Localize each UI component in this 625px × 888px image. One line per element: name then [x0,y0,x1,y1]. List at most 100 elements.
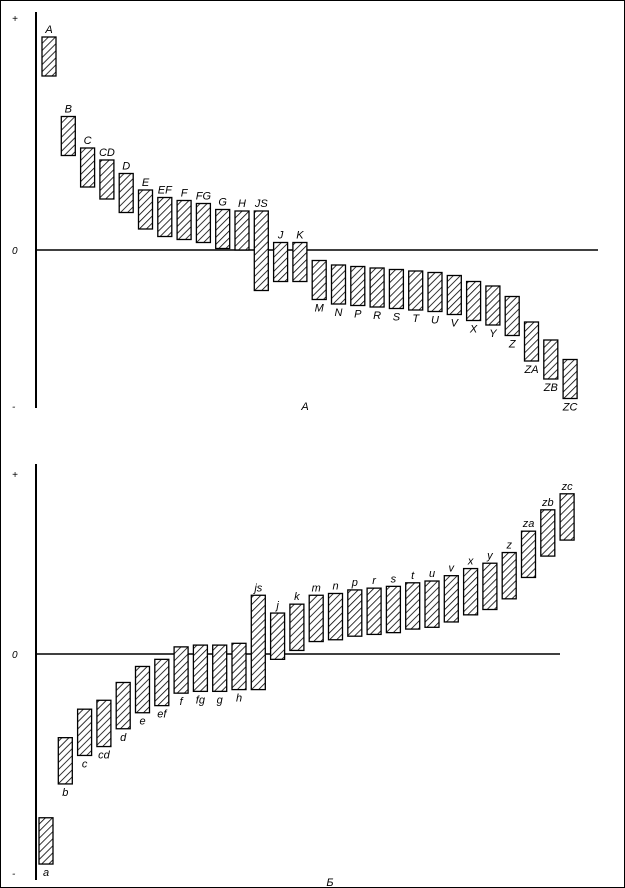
bar-label: J [277,230,284,242]
bar-k [289,603,305,652]
y-tick-minus: - [12,402,16,413]
bar-f [173,646,189,694]
bar-ef [154,658,170,707]
bar-label: cd [98,750,111,762]
bar-y [482,562,498,611]
bar-label: U [431,315,439,327]
bar-u [427,271,443,313]
bar-label: fg [196,694,206,706]
bar-za [523,321,540,362]
bar-z [504,295,520,337]
bar-label: EF [158,185,173,197]
bar-label: zb [541,497,554,509]
bar-label: T [412,313,420,325]
bar-label: D [122,161,130,173]
bar-t [405,582,421,630]
bar-fg [195,202,212,244]
bar-label: V [451,318,460,330]
bar-f [176,199,192,241]
bar-label: u [429,568,435,580]
bar-b [57,737,73,785]
bar-ef [157,196,173,238]
bar-label: Z [508,339,517,351]
bar-s [388,268,405,310]
bar-label: f [180,696,184,708]
bar-x [465,280,482,322]
bar-m [311,259,327,301]
y-tick-minus: - [12,869,16,880]
bar-label: h [236,693,242,705]
bar-j [272,241,289,283]
bar-label: j [274,600,279,612]
bar-fg [192,644,209,693]
bar-n [327,592,344,641]
bar-label: zc [561,481,574,493]
bar-label: P [354,309,362,321]
bar-a [41,36,57,77]
bar-label: N [335,307,343,319]
panel-caption: A [300,401,308,413]
bar-v [446,274,462,316]
bar-label: ZA [523,364,538,376]
bar-z [501,551,517,600]
bar-js [253,210,269,292]
bar-label: G [218,197,227,209]
bar-zb [540,509,556,557]
bar-label: k [294,591,300,603]
bar-label: K [296,230,304,242]
bar-r [369,267,385,308]
bar-k [292,241,308,283]
bar-label: FG [196,191,212,203]
bar-g [215,208,231,250]
bar-label: js [252,582,262,594]
bar-a [38,817,54,865]
y-tick-zero: 0 [12,246,18,257]
bar-p [347,589,363,637]
bar-label: ZB [543,382,558,394]
bar-label: H [238,198,246,210]
bar-p [350,265,366,307]
bar-label: ZC [562,402,578,414]
bar-label: z [505,540,512,552]
bar-h [234,210,250,251]
bar-label: Y [489,328,497,340]
bar-v [443,575,459,623]
bar-label: t [411,570,415,582]
bar-u [424,580,440,628]
bar-c [79,147,96,188]
bar-cd [99,159,115,200]
bar-e [134,665,151,714]
bar-g [212,644,228,693]
bar-x [462,567,479,616]
bar-d [115,681,131,730]
bar-d [118,172,134,214]
bar-label: R [373,310,381,322]
bar-b [60,115,76,157]
bar-label: e [139,716,145,728]
bar-label: S [393,312,401,324]
y-tick-zero: 0 [12,650,18,661]
bar-label: F [181,188,189,200]
bar-zc [559,493,575,541]
bar-label: d [120,732,127,744]
bar-c [76,708,93,757]
panel-caption: Б [326,877,333,888]
bar-label: p [351,577,358,589]
bar-n [330,264,347,305]
bar-label: y [486,550,494,562]
bar-zc [562,358,578,400]
y-tick-plus: + [12,14,18,25]
bar-label: r [372,575,377,587]
bar-label: X [469,324,478,336]
bar-js [250,594,266,691]
bar-r [366,587,382,636]
bar-h [231,642,247,691]
y-tick-plus: + [12,470,18,481]
bar-s [385,585,402,634]
bar-zb [543,339,559,380]
bar-label: a [43,867,49,879]
bar-za [520,530,537,579]
bar-label: n [332,580,338,592]
